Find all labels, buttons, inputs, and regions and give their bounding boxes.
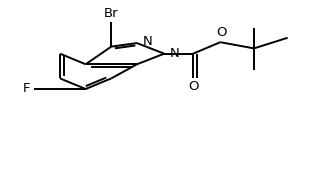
Text: F: F	[23, 82, 31, 96]
Text: O: O	[217, 26, 227, 39]
Text: O: O	[188, 80, 198, 93]
Text: N: N	[170, 47, 180, 60]
Text: N: N	[143, 35, 153, 48]
Text: Br: Br	[104, 7, 118, 20]
